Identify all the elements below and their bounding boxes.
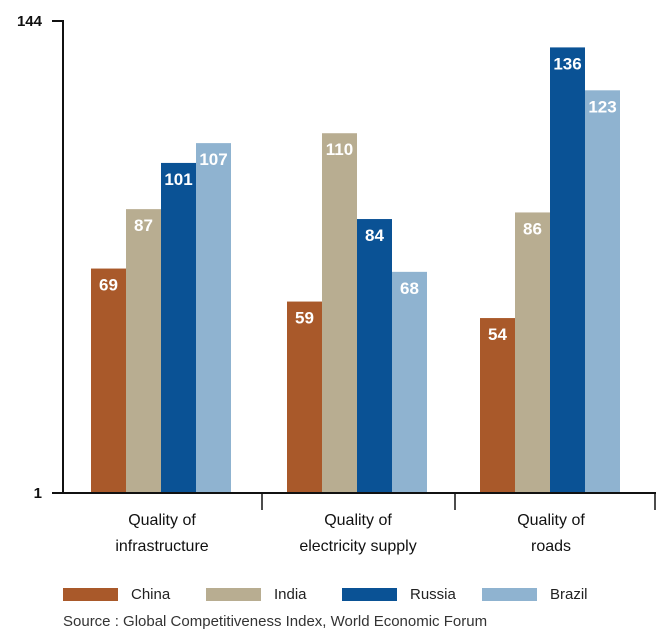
- legend-swatch-brazil: [482, 587, 537, 601]
- source-note: Source : Global Competitiveness Index, W…: [63, 613, 488, 630]
- legend-label-india: India: [274, 585, 307, 603]
- legend-swatch-china: [63, 587, 118, 601]
- bar-chart: 69 59 54 87 110 86 101 84 136 107 68 123 144 1 Qual…: [17, 13, 656, 555]
- category-label-infrastructure-line1: Quality of: [128, 512, 196, 529]
- value-label-brazil-0: 107: [199, 150, 227, 169]
- legend-item-russia: Russia: [342, 585, 456, 603]
- bar-china-2: [480, 318, 515, 493]
- value-label-india-1: 110: [326, 140, 353, 159]
- value-label-india-0: 87: [134, 216, 153, 235]
- bar-india-2: [515, 212, 550, 494]
- legend-label-brazil: Brazil: [550, 585, 588, 603]
- bar-china-1: [287, 301, 322, 493]
- value-label-china-2: 54: [488, 325, 507, 344]
- value-label-india-2: 86: [523, 219, 542, 238]
- bar-india-1: [322, 133, 357, 494]
- legend-item-china: China: [63, 585, 170, 603]
- bar-brazil-2: [585, 90, 620, 493]
- legend-label-china: China: [131, 585, 171, 603]
- legend-item-india: India: [206, 585, 307, 603]
- bar-brazil-1: [392, 271, 427, 493]
- value-label-russia-1: 84: [365, 226, 384, 245]
- category-label-electricity-line2: electricity supply: [299, 538, 416, 555]
- legend: China India Russia Brazil: [63, 585, 643, 603]
- value-label-russia-2: 136: [553, 54, 581, 73]
- bar-china-0: [91, 268, 126, 493]
- value-label-china-0: 69: [99, 276, 118, 295]
- value-label-brazil-1: 68: [400, 279, 419, 298]
- y-tick-label-top: 144: [17, 13, 43, 30]
- legend-swatch-india: [206, 587, 261, 601]
- bar-russia-0: [161, 162, 196, 494]
- category-label-roads-line2: roads: [531, 538, 571, 555]
- bar-russia-2: [550, 47, 585, 494]
- bar-russia-1: [357, 219, 392, 493]
- legend-label-russia: Russia: [410, 585, 456, 603]
- bar-brazil-0: [196, 143, 231, 494]
- legend-item-brazil: Brazil: [482, 585, 588, 603]
- value-label-china-1: 59: [295, 309, 314, 328]
- category-label-electricity-line1: Quality of: [324, 512, 392, 529]
- value-label-brazil-2: 123: [588, 97, 616, 116]
- bars-group: [91, 47, 620, 494]
- value-label-russia-0: 101: [164, 170, 192, 189]
- category-label-infrastructure-line2: infrastructure: [115, 538, 208, 555]
- legend-swatch-russia: [342, 587, 397, 601]
- value-labels-group: 69 59 54 87 110 86 101 84 136 107 68 123: [99, 54, 617, 344]
- category-label-roads-line1: Quality of: [517, 512, 585, 529]
- bar-india-0: [126, 209, 161, 493]
- y-tick-label-bottom: 1: [34, 485, 42, 502]
